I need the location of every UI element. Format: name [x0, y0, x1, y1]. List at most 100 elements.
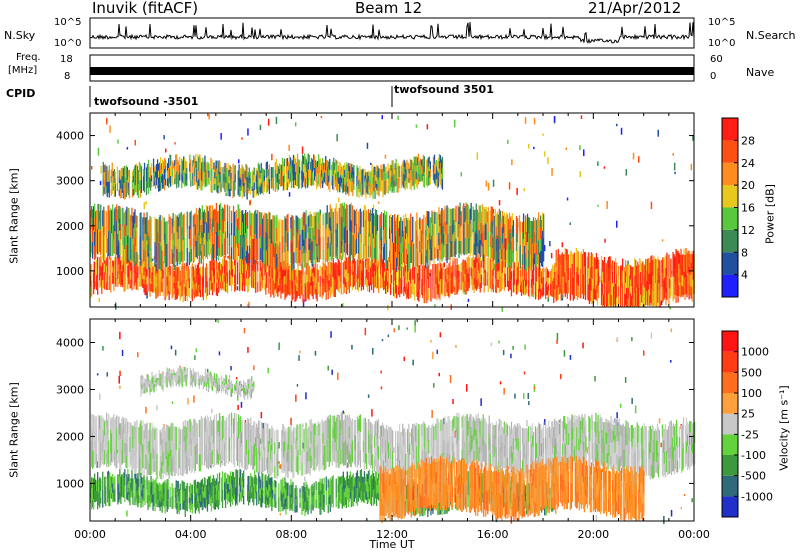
data-cell — [190, 223, 192, 236]
data-cell — [363, 232, 366, 259]
data-cell — [477, 254, 479, 263]
data-cell — [179, 213, 181, 227]
data-cell — [295, 505, 297, 513]
data-cell — [148, 219, 150, 237]
data-cell — [331, 278, 333, 293]
data-cell — [130, 483, 132, 488]
data-cell — [367, 245, 370, 258]
data-cell — [480, 260, 482, 268]
data-cell — [228, 219, 231, 233]
data-cell — [491, 279, 493, 290]
data-cell — [189, 228, 191, 246]
data-cell — [670, 277, 672, 296]
data-cell — [131, 490, 133, 498]
data-speckle — [211, 408, 213, 413]
data-cell — [191, 494, 193, 504]
data-cell — [368, 170, 370, 176]
data-cell — [426, 279, 428, 292]
data-cell — [364, 219, 367, 233]
data-cell — [101, 266, 103, 276]
data-cell — [527, 288, 530, 297]
data-cell — [444, 282, 446, 297]
data-cell — [171, 248, 173, 264]
data-cell — [482, 268, 484, 277]
data-cell — [214, 495, 217, 503]
data-cell — [527, 250, 530, 267]
data-cell — [332, 161, 334, 176]
data-cell — [279, 284, 281, 292]
data-cell — [675, 249, 677, 267]
data-cell — [155, 495, 157, 504]
data-cell — [154, 171, 157, 178]
data-cell — [242, 473, 244, 482]
data-cell — [301, 486, 303, 501]
data-cell — [189, 171, 191, 181]
data-cell — [127, 265, 129, 278]
data-cell — [169, 161, 171, 169]
data-cell — [381, 259, 384, 269]
data-cell — [168, 241, 170, 269]
data-cell — [116, 221, 118, 238]
data-cell — [307, 153, 310, 162]
data-cell — [149, 488, 151, 495]
data-cell — [175, 174, 177, 185]
data-cell — [367, 494, 370, 503]
data-cell — [249, 189, 251, 195]
data-speckle — [341, 303, 344, 307]
data-cell — [370, 278, 373, 291]
data-cell — [343, 268, 345, 277]
data-cell — [296, 231, 298, 248]
data-speckle — [669, 306, 671, 310]
data-cell — [427, 225, 429, 240]
data-cell — [437, 226, 439, 238]
y-tick-label: 3000 — [56, 175, 84, 188]
data-cell — [312, 492, 314, 499]
data-cell — [477, 232, 479, 243]
data-cell — [246, 270, 248, 279]
data-cell — [285, 230, 287, 243]
data-cell — [536, 255, 538, 267]
data-cell — [186, 167, 188, 174]
data-cell — [350, 499, 352, 508]
data-cell — [309, 211, 311, 228]
data-cell — [483, 263, 485, 273]
data-cell — [230, 222, 233, 236]
data-cell — [307, 507, 309, 515]
data-cell — [107, 170, 109, 182]
data-cell — [231, 471, 234, 480]
data-cell — [321, 267, 323, 283]
data-cell — [234, 211, 236, 236]
data-cell — [406, 159, 408, 175]
data-cell — [553, 278, 555, 291]
data-speckle — [670, 509, 673, 517]
data-cell — [357, 265, 360, 279]
data-cell — [601, 260, 604, 272]
data-cell — [143, 185, 146, 193]
data-cell — [167, 489, 169, 500]
data-cell — [125, 274, 127, 290]
data-cell — [357, 167, 359, 176]
data-cell — [150, 475, 152, 486]
data-cell — [197, 210, 199, 233]
data-cell — [287, 273, 289, 284]
data-cell — [188, 238, 190, 252]
data-cell — [181, 180, 183, 189]
data-cell — [454, 241, 456, 258]
data-cell — [146, 489, 148, 504]
data-speckle — [634, 405, 637, 414]
data-cell — [114, 177, 116, 184]
data-cell — [312, 272, 314, 282]
data-cell — [197, 285, 199, 297]
data-cell — [390, 284, 392, 296]
data-cell — [216, 473, 219, 491]
data-cell — [146, 240, 148, 269]
data-cell — [200, 179, 202, 191]
data-speckle — [627, 260, 629, 267]
data-cell — [287, 178, 290, 188]
data-cell — [495, 213, 497, 227]
data-cell — [582, 274, 585, 299]
data-cell — [150, 268, 152, 276]
nave-tick-bottom: 0 — [710, 71, 717, 82]
data-cell — [185, 271, 187, 280]
data-cell — [411, 217, 413, 241]
